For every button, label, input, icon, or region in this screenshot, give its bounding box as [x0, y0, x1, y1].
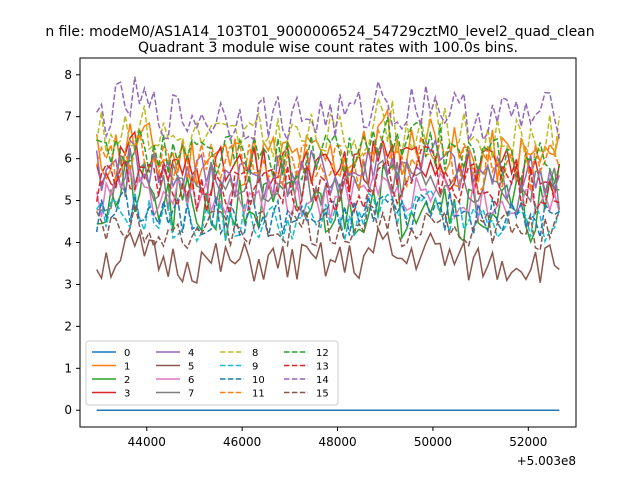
x-tick-label: 52000: [509, 435, 547, 449]
legend-label: 0: [124, 348, 130, 359]
x-tick-label: 44000: [128, 435, 166, 449]
x-axis: 44000 46000 48000 50000 52000: [128, 427, 547, 449]
series-line-12: [96, 117, 561, 186]
legend-box: [85, 340, 339, 406]
legend-label: 12: [316, 348, 329, 359]
legend-label: 3: [124, 389, 130, 400]
legend-label: 14: [316, 375, 329, 386]
figure-suptitle: n file: modeM0/AS1A14_103T01_9000006524_…: [45, 24, 594, 40]
y-axis: 0 1 2 3 4 5 6 7 8: [64, 68, 80, 417]
series-line-5: [96, 226, 560, 284]
y-tick-label: 3: [64, 277, 72, 291]
x-tick-label: 48000: [318, 435, 356, 449]
plot-area: [95, 76, 561, 411]
series-line-7: [96, 148, 561, 213]
series-line-15: [96, 201, 560, 252]
series-line-11: [95, 126, 561, 194]
y-tick-label: 6: [64, 152, 72, 166]
legend-label: 11: [252, 389, 265, 400]
legend-label: 1: [124, 362, 130, 373]
legend-label: 5: [188, 362, 194, 373]
series-line-14: [96, 76, 561, 143]
y-tick-label: 2: [64, 319, 72, 333]
legend-label: 10: [252, 375, 265, 386]
y-tick-label: 0: [64, 403, 72, 417]
y-tick-label: 1: [64, 361, 72, 375]
series-line-13: [95, 145, 560, 216]
legend-label: 7: [188, 389, 194, 400]
x-tick-label: 46000: [223, 435, 261, 449]
y-tick-label: 8: [64, 68, 72, 82]
legend-label: 2: [124, 375, 130, 386]
chart-title: Quadrant 3 module wise count rates with …: [138, 40, 518, 56]
series-line-9: [96, 188, 561, 244]
x-tick-label: 50000: [414, 435, 452, 449]
y-tick-label: 5: [64, 194, 72, 208]
y-tick-label: 7: [64, 110, 72, 124]
legend-label: 9: [252, 362, 258, 373]
legend-label: 15: [316, 389, 329, 400]
legend-label: 13: [316, 362, 329, 373]
x-axis-offset-label: +5.003e8: [517, 454, 576, 468]
legend-label: 4: [188, 348, 194, 359]
y-tick-label: 4: [64, 236, 72, 250]
legend-label: 8: [252, 348, 258, 359]
series-line-10: [95, 186, 560, 238]
legend-label: 6: [188, 375, 194, 386]
series-line-4: [95, 138, 561, 200]
